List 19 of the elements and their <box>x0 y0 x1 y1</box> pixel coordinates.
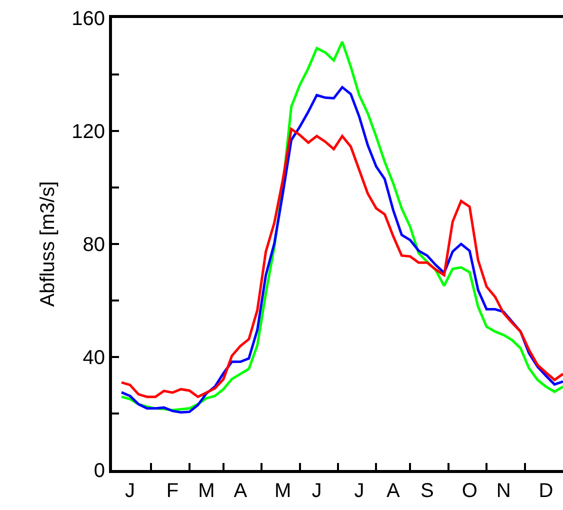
x-tick-label: M <box>198 480 215 502</box>
x-tick-label: D <box>538 480 554 502</box>
x-tick-label: A <box>234 480 248 502</box>
x-tick-label: M <box>274 480 292 502</box>
y-tick-label: 40 <box>82 347 105 369</box>
x-tick-label: J <box>125 480 135 502</box>
y-tick-label: 120 <box>72 121 105 143</box>
y-tick-label: 160 <box>72 8 105 30</box>
x-tick-label: J <box>312 480 322 502</box>
line-series <box>120 128 563 398</box>
x-tick-label: A <box>386 480 401 502</box>
x-tick-label: O <box>462 480 478 502</box>
y-tick-label: 80 <box>82 234 105 256</box>
x-tick-label: J <box>354 480 364 502</box>
x-tick-label: N <box>496 480 511 502</box>
x-tick-label: S <box>420 480 434 502</box>
y-tick-label: 0 <box>94 460 105 482</box>
x-tick-label: F <box>166 480 179 502</box>
y-axis-title: Abfluss [m3/s] <box>37 181 60 307</box>
